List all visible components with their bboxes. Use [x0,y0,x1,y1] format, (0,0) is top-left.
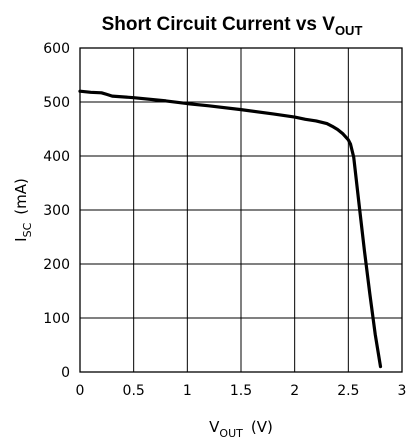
series-group [78,89,383,369]
x-tick-label: 0.5 [123,383,145,399]
chart-title-sub: OUT [335,23,363,38]
x-axis-label-main: V [209,418,220,436]
y-tick-label: 100 [43,311,70,327]
x-axis-label-sub: OUT [219,427,243,440]
y-tick-label: 200 [43,257,70,273]
chart-title: Short Circuit Current vs VOUT [102,14,363,38]
y-axis-label: ISC (mA) [12,178,34,242]
x-tick-label: 2.5 [337,383,359,399]
x-axis-label: VOUT (V) [209,418,273,440]
y-tick-label: 400 [43,149,70,165]
y-axis-label-unit: (mA) [12,178,30,215]
y-axis-label-sub: SC [21,222,34,237]
x-axis-label-unit: (V) [251,418,273,436]
y-tick-label: 500 [43,95,70,111]
y-tick-label: 300 [43,203,70,219]
x-tick-labels: 0 0.5 1 1.5 2 2.5 3 [76,383,407,399]
chart-title-main: Short Circuit Current vs V [102,14,336,35]
plot-frame [79,47,403,373]
x-tick-label: 1.5 [230,383,252,399]
x-tick-label: 1 [183,383,192,399]
y-tick-label: 0 [61,365,70,381]
x-tick-label: 0 [76,383,85,399]
x-tick-label: 3 [398,383,407,399]
y-axis-label-main: I [12,237,30,241]
y-tick-label: 600 [43,41,70,57]
y-tick-labels: 0 100 200 300 400 500 600 [43,41,70,381]
series-line-0 [78,89,383,369]
x-tick-label: 2 [290,383,299,399]
